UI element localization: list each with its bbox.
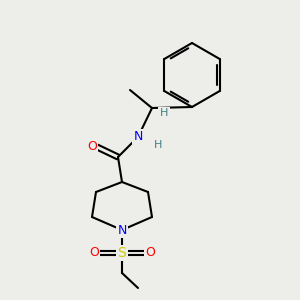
Text: S: S (118, 246, 126, 260)
Text: H: H (160, 108, 168, 118)
Text: N: N (117, 224, 127, 236)
Text: O: O (145, 247, 155, 260)
Text: O: O (89, 247, 99, 260)
Text: O: O (87, 140, 97, 154)
Text: H: H (154, 140, 162, 150)
Text: N: N (133, 130, 143, 143)
